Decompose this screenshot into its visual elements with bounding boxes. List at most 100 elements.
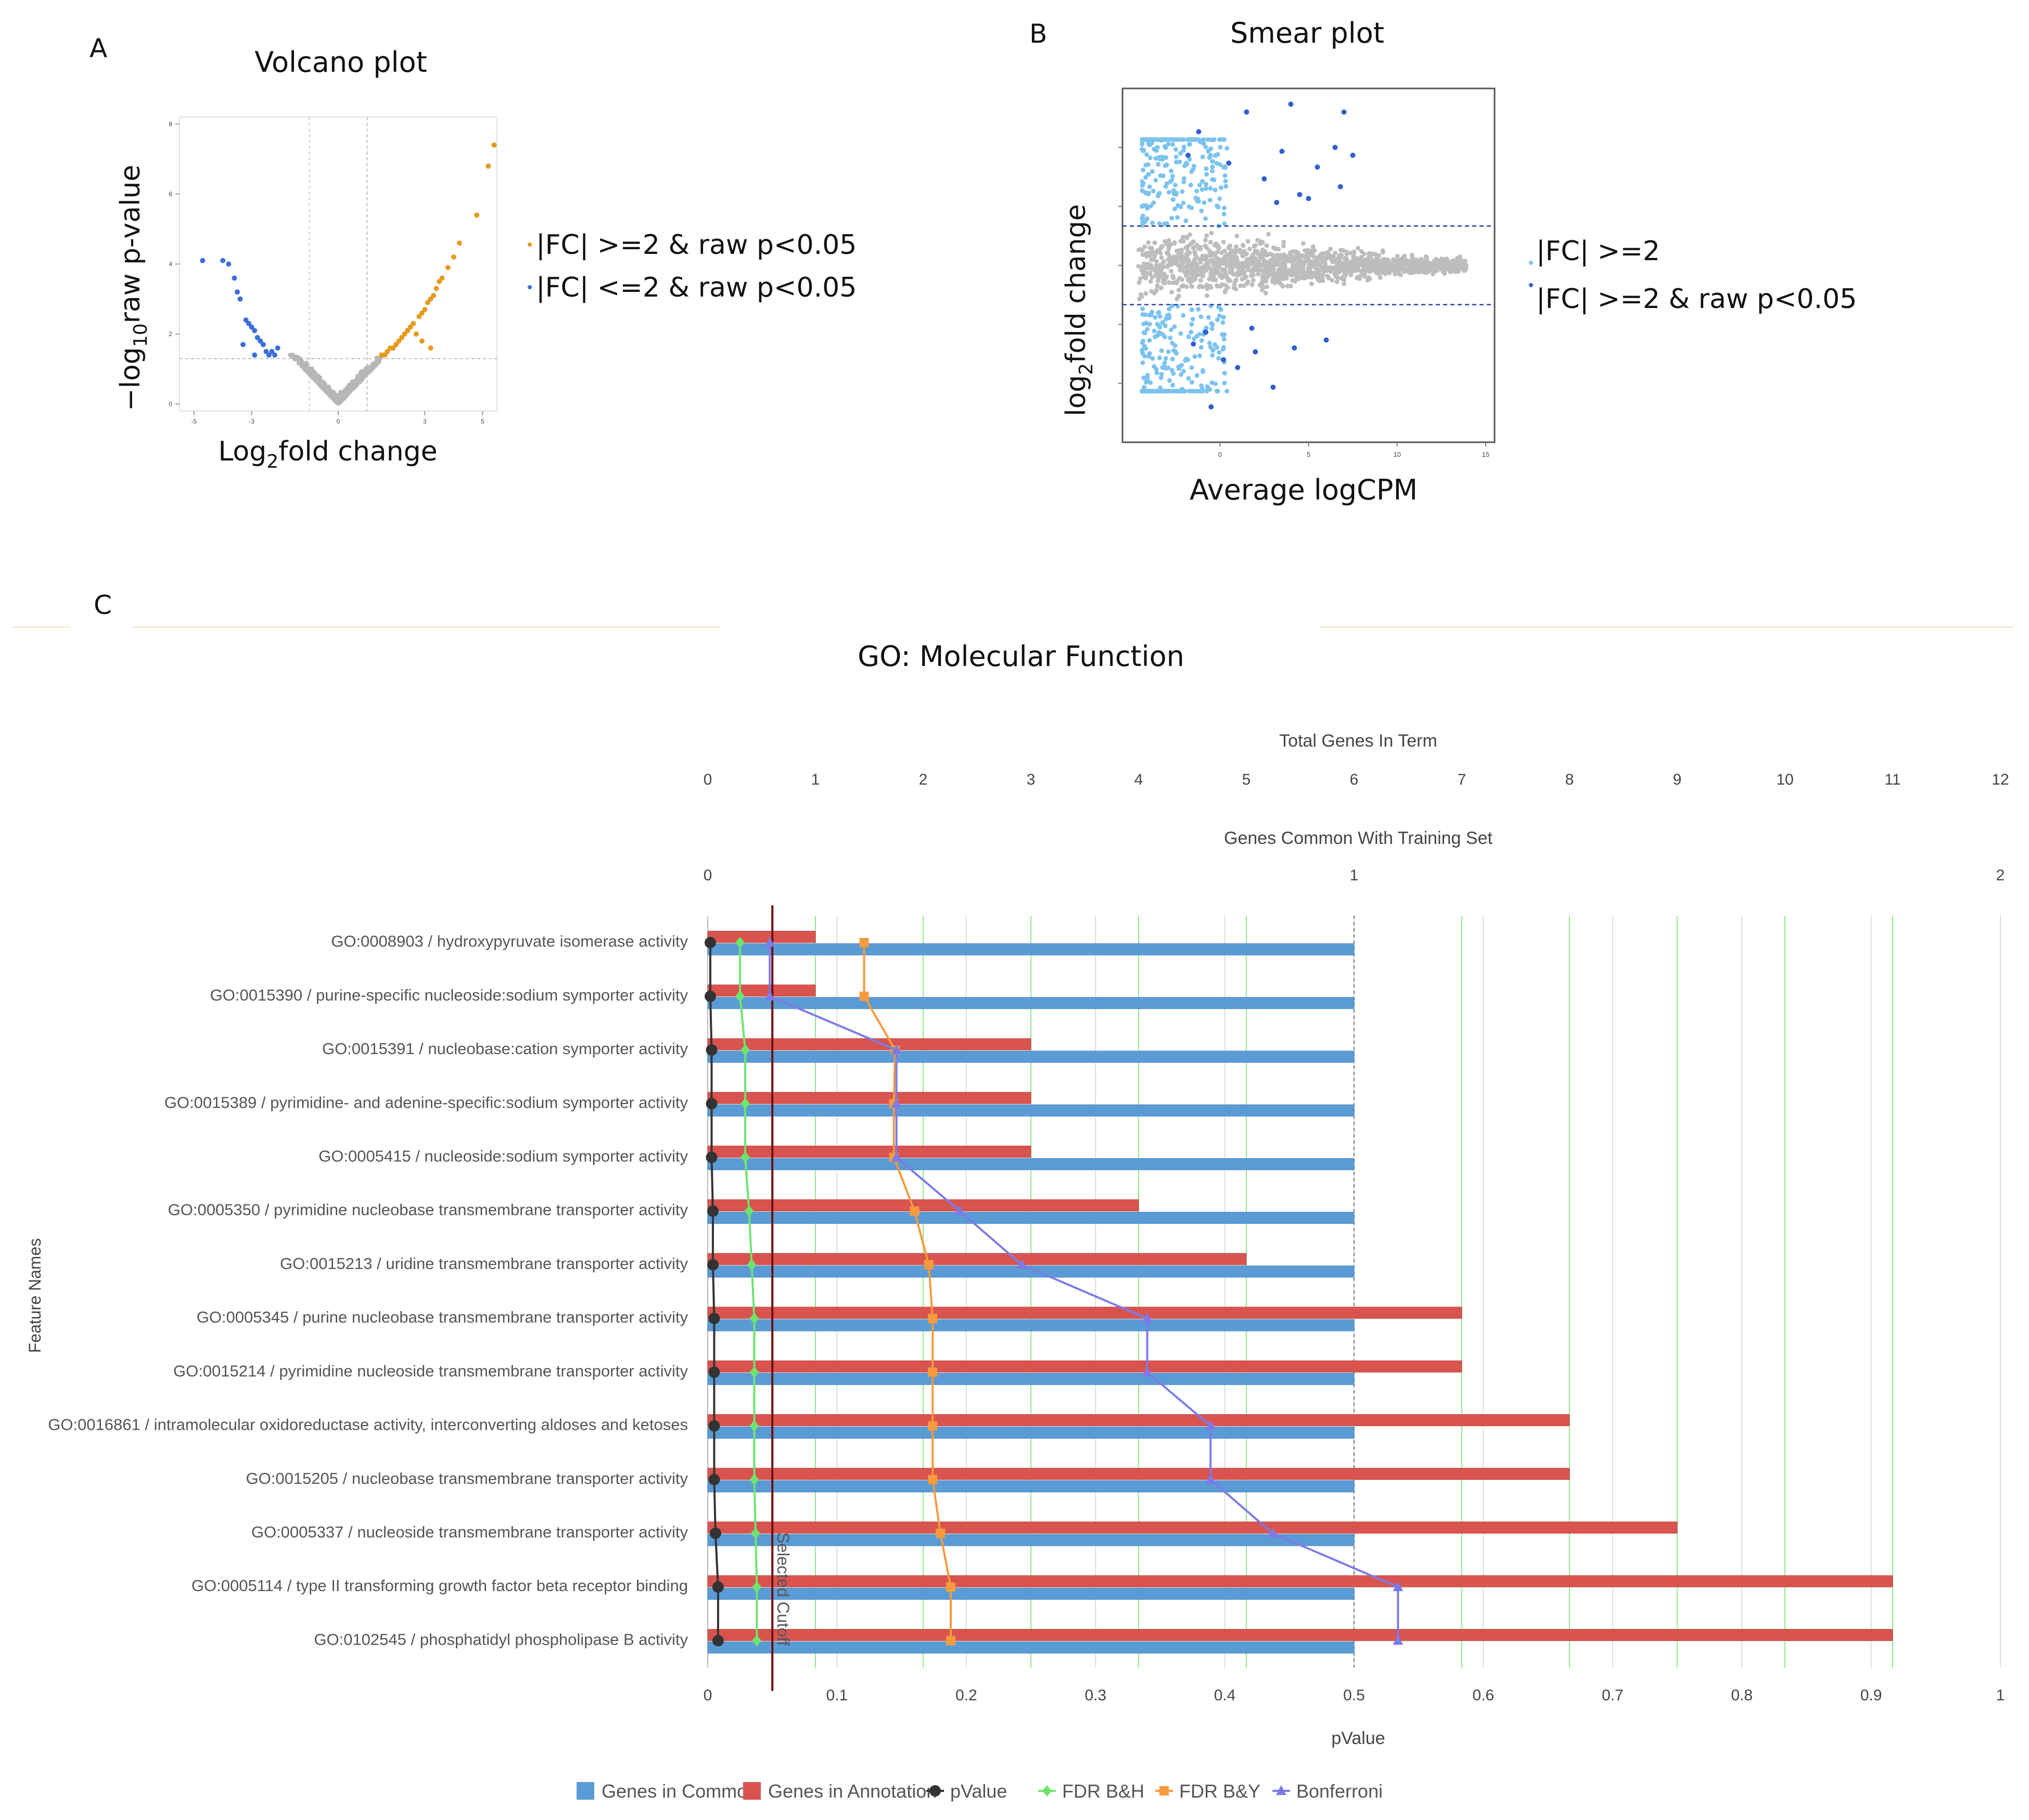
bottom-axis-tick-label: 0.5	[1343, 1687, 1365, 1704]
smear-point-fc	[1215, 203, 1220, 209]
category-label: GO:0016861 / intramolecular oxidoreducta…	[48, 1416, 688, 1434]
volcano-point-ns	[328, 391, 334, 396]
marker-fdr-by	[946, 1636, 955, 1646]
smear-point-ns	[1216, 271, 1221, 276]
top-axis-2-label: Genes Common With Training Set	[1224, 828, 1492, 848]
smear-point-ns	[1306, 248, 1311, 253]
smear-point-ns	[1249, 261, 1255, 266]
smear-point-fc	[1166, 349, 1171, 354]
smear-point-ns	[1334, 264, 1339, 270]
smear-point-fc	[1191, 336, 1196, 341]
smear-point-fc	[1221, 164, 1226, 170]
marker-bonferroni	[764, 937, 775, 947]
smear-point-ns	[1194, 242, 1199, 248]
smear-point-ns	[1256, 272, 1261, 277]
smear-point-ns	[1269, 270, 1274, 275]
smear-point-ns	[1382, 267, 1387, 272]
smear-point-fc	[1204, 172, 1209, 177]
smear-point-fc	[1164, 155, 1169, 160]
smear-point-ns	[1262, 267, 1267, 273]
bar-genes-in-annotation	[707, 1629, 1893, 1641]
marker-pvalue	[709, 1527, 721, 1539]
smear-x-tick-label: 10	[1394, 451, 1401, 458]
smear-point-ns	[1360, 270, 1365, 275]
smear-point-sig	[1274, 200, 1280, 206]
volcano-point-down	[252, 352, 258, 358]
category-label: GO:0015390 / purine-specific nucleoside:…	[210, 986, 688, 1004]
smear-point-ns	[1259, 250, 1265, 255]
smear-point-fc	[1210, 169, 1215, 174]
smear-point-sig	[1337, 184, 1343, 189]
smear-point-fc	[1146, 172, 1151, 177]
smear-point-fc	[1154, 370, 1159, 376]
marker-fdr-by	[928, 1475, 938, 1484]
marker-fdr-bh	[752, 1635, 762, 1647]
smear-point-fc	[1203, 145, 1208, 150]
marker-fdr-by	[928, 1421, 938, 1431]
volcano-point-ns	[300, 364, 305, 369]
bar-genes-in-annotation	[707, 1092, 1031, 1104]
smear-point-ns	[1397, 271, 1402, 276]
smear-point-fc	[1153, 315, 1158, 320]
smear-point-ns	[1222, 270, 1228, 275]
smear-point-ns	[1309, 281, 1314, 287]
top-axis-1-tick-label: 3	[1027, 771, 1036, 788]
smear-point-ns	[1361, 263, 1367, 268]
smear-point-ns	[1326, 275, 1331, 280]
smear-point-ns	[1337, 253, 1342, 258]
smear-point-fc	[1159, 371, 1164, 377]
category-label: GO:0015205 / nucleobase transmembrane tr…	[246, 1469, 688, 1488]
smear-point-ns	[1245, 279, 1250, 284]
volcano-point-ns	[296, 361, 301, 366]
smear-point-fc	[1212, 342, 1217, 347]
smear-point-fc	[1139, 147, 1144, 152]
volcano-x-tick-label: 3	[423, 418, 427, 425]
smear-point-ns	[1368, 259, 1373, 264]
volcano-point-up	[393, 342, 399, 348]
smear-point-ns	[1380, 262, 1385, 267]
smear-point-fc	[1152, 328, 1157, 334]
smear-point-ns	[1168, 242, 1173, 247]
smear-point-fc	[1162, 389, 1167, 394]
smear-point-sig	[1208, 404, 1214, 409]
smear-point-fc	[1186, 142, 1192, 147]
volcano-y-tick-label: 2	[169, 330, 172, 338]
smear-point-ns	[1240, 253, 1245, 259]
smear-ylabel-main: log	[1061, 375, 1092, 416]
smear-point-ns	[1201, 265, 1206, 270]
bottom-axis-tick-label: 0.7	[1602, 1687, 1624, 1704]
smear-point-fc	[1197, 353, 1202, 358]
smear-y-axis-label: log2fold change	[1061, 204, 1097, 416]
smear-point-ns	[1403, 268, 1409, 273]
smear-point-fc	[1209, 380, 1215, 385]
marker-pvalue	[708, 1366, 720, 1378]
smear-point-ns	[1441, 260, 1446, 265]
marker-pvalue	[707, 1205, 719, 1217]
smear-point-ns	[1249, 255, 1254, 260]
volcano-point-up	[422, 306, 428, 312]
marker-fdr-bh	[749, 1313, 759, 1325]
smear-point-ns	[1320, 255, 1325, 261]
smear-point-ns	[1364, 267, 1370, 273]
smear-point-ns	[1260, 262, 1266, 267]
smear-point-ns	[1166, 263, 1171, 268]
smear-point-ns	[1374, 268, 1379, 273]
smear-point-fc	[1140, 340, 1145, 345]
volcano-point-up	[396, 338, 402, 344]
smear-point-ns	[1367, 276, 1372, 281]
smear-point-ns	[1184, 259, 1190, 264]
smear-point-ns	[1281, 252, 1286, 257]
bar-genes-in-annotation	[707, 1199, 1139, 1212]
smear-point-ns	[1192, 249, 1197, 254]
bar-genes-in-annotation	[707, 1468, 1570, 1480]
smear-point-ns	[1266, 232, 1271, 237]
smear-point-ns	[1238, 266, 1243, 272]
smear-point-fc	[1169, 169, 1174, 174]
volcano-xlabel-sub: 2	[266, 451, 278, 472]
smear-point-fc	[1151, 200, 1156, 206]
marker-fdr-by	[928, 1367, 938, 1377]
smear-point-ns	[1203, 238, 1208, 243]
marker-fdr-bh	[744, 1205, 754, 1217]
smear-point-ns	[1449, 261, 1454, 266]
